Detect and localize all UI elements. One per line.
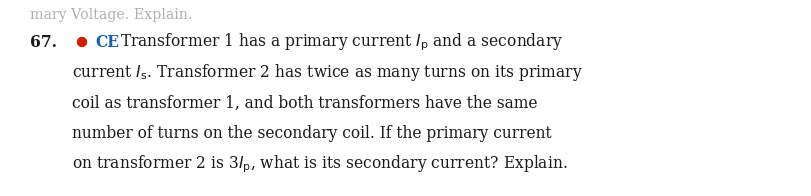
Text: mary Voltage. Explain.: mary Voltage. Explain. bbox=[30, 8, 192, 22]
Text: coil as transformer 1, and both transformers have the same: coil as transformer 1, and both transfor… bbox=[72, 94, 537, 112]
Text: current $I_\mathrm{s}$. Transformer 2 has twice as many turns on its primary: current $I_\mathrm{s}$. Transformer 2 ha… bbox=[72, 62, 582, 83]
Text: number of turns on the secondary coil. If the primary current: number of turns on the secondary coil. I… bbox=[72, 125, 551, 142]
Text: on transformer 2 is 3$I_\mathrm{p}$, what is its secondary current? Explain.: on transformer 2 is 3$I_\mathrm{p}$, wha… bbox=[72, 153, 567, 175]
Text: CE: CE bbox=[95, 34, 119, 51]
Text: 67.: 67. bbox=[30, 34, 57, 51]
Circle shape bbox=[77, 37, 87, 46]
Text: Transformer 1 has a primary current $I_\mathrm{p}$ and a secondary: Transformer 1 has a primary current $I_\… bbox=[120, 31, 563, 53]
